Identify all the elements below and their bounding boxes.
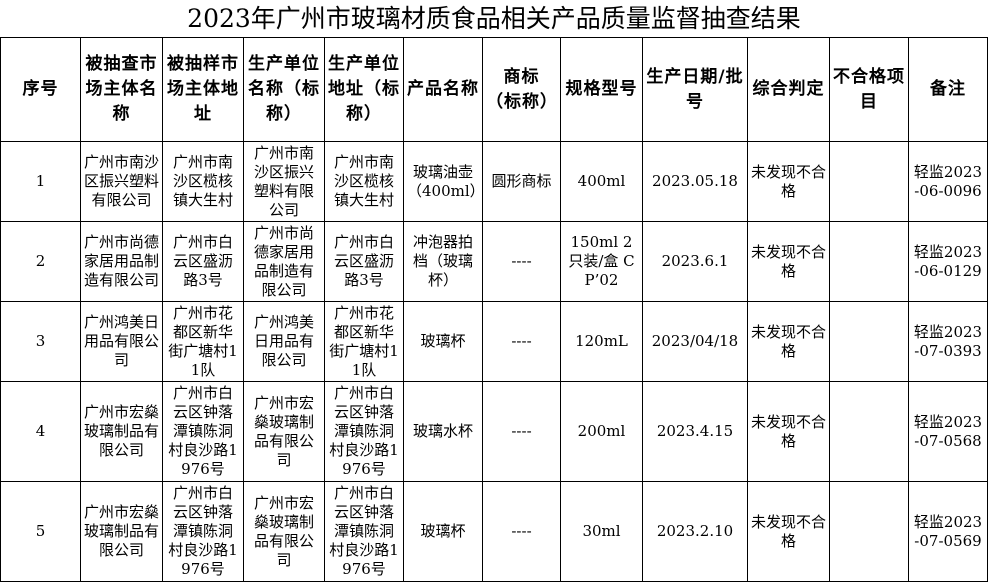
- table-cell: 广州市花都区新华街广塘村11队: [324, 301, 404, 382]
- table-cell: 2023/04/18: [642, 301, 748, 382]
- table-cell: 120mL: [560, 301, 643, 382]
- table-cell: 广州市花都区新华街广塘村11队: [162, 301, 244, 382]
- table-cell: 广州鸿美日用品有限公司: [80, 301, 163, 382]
- table-cell: 广州市白云区钟落潭镇陈洞村良沙路1976号: [324, 381, 404, 482]
- header-cell: 被抽查市场主体名称: [80, 37, 163, 142]
- table-cell: 广州市南沙区振兴塑料有限公司: [80, 141, 163, 222]
- table-cell: 玻璃水杯: [403, 381, 483, 482]
- empty-cell: [829, 221, 909, 302]
- table-cell: 2023.05.18: [642, 141, 748, 222]
- table-row: 2 广州市尚德家居用品制造有限公司 广州市白云区盛沥路3号 广州市尚德家居用品制造有限…: [0, 221, 988, 302]
- table-cell: 广州鸿美日用品有限公司: [243, 301, 325, 382]
- table-cell: 玻璃油壶（400ml）: [403, 141, 483, 222]
- table-cell: 玻璃杯: [403, 481, 483, 582]
- table-cell: ----: [482, 301, 561, 382]
- table-cell: 广州市南沙区榄核镇大生村: [324, 141, 404, 222]
- table-cell: 30ml: [560, 481, 643, 582]
- empty-cell: [829, 141, 909, 222]
- table-cell: ----: [482, 381, 561, 482]
- table-cell: ----: [482, 481, 561, 582]
- header-row: 序号 被抽查市场主体名称 被抽样市场主体地址 生产单位名称（标称） 生产单位地址（标称）…: [0, 37, 988, 142]
- table-row: 5 广州市宏燊玻璃制品有限公司 广州市白云区钟落潭镇陈洞村良沙路1976号 广州市宏燊…: [0, 481, 988, 582]
- title: 2023年广州市玻璃材质食品相关产品质量监督抽查结果: [187, 4, 801, 33]
- table-cell: 广州市南沙区榄核镇大生村: [162, 141, 244, 222]
- table-cell: 广州市白云区钟落潭镇陈洞村良沙路1976号: [162, 481, 244, 582]
- table-cell: 广州市尚德家居用品制造有限公司: [80, 221, 163, 302]
- empty-cell: [829, 301, 909, 382]
- table-cell: 2023.4.15: [642, 381, 748, 482]
- header-cell: 综合判定: [747, 37, 830, 142]
- empty-cell: [829, 381, 909, 482]
- table-cell: 广州市宏燊玻璃制品有限公司: [243, 381, 325, 482]
- table-cell: 2: [0, 221, 81, 302]
- header-cell: 生产单位名称（标称）: [243, 37, 325, 142]
- header-cell: 生产单位地址（标称）: [324, 37, 404, 142]
- table-cell: 4: [0, 381, 81, 482]
- table-cell: 广州市白云区盛沥路3号: [162, 221, 244, 302]
- table-cell: 200ml: [560, 381, 643, 482]
- empty-cell: [829, 481, 909, 582]
- table-cell: 5: [0, 481, 81, 582]
- table-cell: 冲泡器拍档（玻璃杯）: [403, 221, 483, 302]
- result-table: 序号 被抽查市场主体名称 被抽样市场主体地址 生产单位名称（标称） 生产单位地址（标称）…: [0, 37, 988, 582]
- header-cell: 规格型号: [560, 37, 643, 142]
- table-cell: 轻监2023-07-0393: [908, 301, 988, 382]
- header-cell: 序号: [0, 37, 81, 142]
- header-cell: 生产日期/批号: [642, 37, 748, 142]
- table-cell: 轻监2023-07-0569: [908, 481, 988, 582]
- table-cell: 未发现不合格: [747, 141, 830, 222]
- table-cell: 圆形商标: [482, 141, 561, 222]
- table-cell: ----: [482, 221, 561, 302]
- table-cell: 未发现不合格: [747, 221, 830, 302]
- table-cell: 400ml: [560, 141, 643, 222]
- table-cell: 轻监2023-06-0129: [908, 221, 988, 302]
- table-cell: 玻璃杯: [403, 301, 483, 382]
- table-cell: 广州市宏燊玻璃制品有限公司: [80, 381, 163, 482]
- table-cell: 150ml 2只装/盒 CP’02: [560, 221, 643, 302]
- table-cell: 2023.2.10: [642, 481, 748, 582]
- table-row: 3 广州鸿美日用品有限公司 广州市花都区新华街广塘村11队 广州鸿美日用品有限公司 广州…: [0, 301, 988, 382]
- table-cell: 广州市白云区盛沥路3号: [324, 221, 404, 302]
- table-cell: 广州市白云区钟落潭镇陈洞村良沙路1976号: [162, 381, 244, 482]
- table-cell: 未发现不合格: [747, 301, 830, 382]
- table-cell: 广州市宏燊玻璃制品有限公司: [243, 481, 325, 582]
- table-cell: 3: [0, 301, 81, 382]
- table-cell: 广州市白云区钟落潭镇陈洞村良沙路1976号: [324, 481, 404, 582]
- header-cell: 商标（标称）: [482, 37, 561, 142]
- table-cell: 广州市宏燊玻璃制品有限公司: [80, 481, 163, 582]
- table-cell: 2023.6.1: [642, 221, 748, 302]
- table-row: 1 广州市南沙区振兴塑料有限公司 广州市南沙区榄核镇大生村 广州市南沙区振兴塑料有限公…: [0, 141, 988, 222]
- table-cell: 轻监2023-06-0096: [908, 141, 988, 222]
- table-cell: 未发现不合格: [747, 381, 830, 482]
- table-cell: 未发现不合格: [747, 481, 830, 582]
- table-row: 4 广州市宏燊玻璃制品有限公司 广州市白云区钟落潭镇陈洞村良沙路1976号 广州市宏燊…: [0, 381, 988, 482]
- header-cell: 备注: [908, 37, 988, 142]
- header-cell: 被抽样市场主体地址: [162, 37, 244, 142]
- table-cell: 1: [0, 141, 81, 222]
- table-cell: 轻监2023-07-0568: [908, 381, 988, 482]
- header-cell: 不合格项目: [829, 37, 909, 142]
- header-cell: 产品名称: [403, 37, 483, 142]
- table-cell: 广州市南沙区振兴塑料有限公司: [243, 141, 325, 222]
- table-cell: 广州市尚德家居用品制造有限公司: [243, 221, 325, 302]
